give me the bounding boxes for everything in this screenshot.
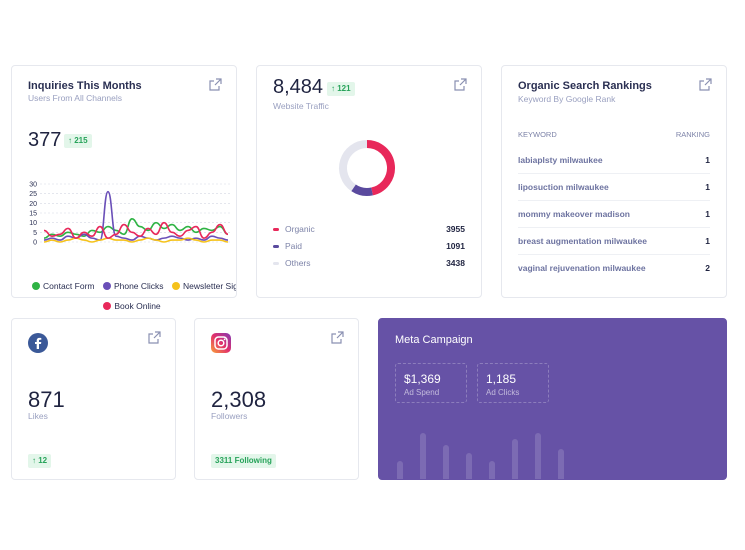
instagram-followers-label: Followers <box>211 411 248 421</box>
facebook-icon <box>28 333 48 358</box>
donut-slice-paid <box>351 184 373 196</box>
legend-contact-form[interactable]: Contact Form <box>32 281 95 291</box>
ranking-row: breast augmentation milwaukee 1 <box>518 236 710 255</box>
y-tick-label: 15 <box>29 211 37 218</box>
instagram-icon <box>211 333 231 358</box>
inquiries-card: Inquiries This Months Users From All Cha… <box>11 65 237 311</box>
traffic-row-organic: Organic 3955 <box>273 224 465 234</box>
rankings-header: KEYWORD RANKING <box>518 130 710 139</box>
external-link-icon[interactable] <box>453 78 467 92</box>
inquiries-legend: Contact Form Phone Clicks Newsletter Sig… <box>32 277 236 315</box>
y-tick-label: 25 <box>29 191 37 198</box>
external-link-icon[interactable] <box>147 331 161 345</box>
rankings-subtitle: Keyword By Google Rank <box>518 94 616 104</box>
external-link-icon[interactable] <box>330 331 344 345</box>
y-tick-label: 30 <box>29 182 37 189</box>
series-line-contact-form <box>43 217 229 239</box>
y-tick-label: 10 <box>29 220 37 227</box>
y-tick-label: 5 <box>33 230 37 237</box>
legend-newsletter[interactable]: Newsletter Signups <box>172 281 236 291</box>
inquiries-subtitle: Users From All Channels <box>28 93 123 103</box>
ranking-row: liposuction milwaukee 1 <box>518 182 710 201</box>
inquiries-line-chart: 30 25 20 15 10 5 0 <box>29 182 232 247</box>
traffic-subtitle: Website Traffic <box>273 101 329 111</box>
facebook-likes-label: Likes <box>28 411 48 421</box>
meta-bar <box>397 461 403 479</box>
y-tick-label: 0 <box>33 240 37 247</box>
legend-phone-clicks[interactable]: Phone Clicks <box>102 281 164 291</box>
meta-bar <box>489 461 495 479</box>
ranking-row: labiaplsty milwaukee 1 <box>518 155 710 174</box>
meta-bar <box>558 449 564 479</box>
y-tick-label: 20 <box>29 201 37 208</box>
meta-bar <box>535 433 541 479</box>
meta-bar <box>443 445 449 479</box>
traffic-row-paid: Paid 1091 <box>273 241 465 251</box>
facebook-change-badge: ↑ 12 <box>28 454 52 468</box>
meta-bar <box>420 433 426 479</box>
meta-bar <box>466 453 472 479</box>
meta-ad-clicks: 1,185 Ad Clicks <box>477 363 549 403</box>
inquiries-title: Inquiries This Months <box>28 80 142 92</box>
external-link-icon[interactable] <box>698 78 712 92</box>
external-link-icon[interactable] <box>208 78 222 92</box>
traffic-row-others: Others 3438 <box>273 258 465 268</box>
meta-ad-spend: $1,369 Ad Spend <box>395 363 467 403</box>
meta-bar <box>512 439 518 479</box>
instagram-card: 2,308 Followers 3311 Following <box>194 318 359 480</box>
instagram-following-badge: 3311 Following <box>211 454 276 468</box>
series-line-book-online <box>43 221 229 239</box>
rankings-card: Organic Search Rankings Keyword By Googl… <box>501 65 727 298</box>
inquiries-change-badge: ↑ 215 <box>64 134 92 148</box>
ranking-row: vaginal rejuvenation milwaukee 2 <box>518 263 710 273</box>
meta-title: Meta Campaign <box>395 334 473 346</box>
meta-campaign-card: Meta Campaign $1,369 Ad Spend 1,185 Ad C… <box>378 318 727 480</box>
legend-book-online[interactable]: Book Online <box>103 301 161 311</box>
donut-slice-organic <box>366 140 395 196</box>
ranking-row: mommy makeover madison 1 <box>518 209 710 228</box>
instagram-followers-value: 2,308 <box>211 387 267 412</box>
traffic-change-badge: ↑ 121 <box>327 82 355 96</box>
facebook-likes-value: 871 <box>28 387 65 412</box>
donut-slice-others <box>339 140 368 192</box>
meta-bar-chart <box>397 419 577 479</box>
traffic-card: 8,484 ↑ 121 Website Traffic Organic 3955 … <box>256 65 482 298</box>
inquiries-value: 377 <box>28 129 62 151</box>
traffic-donut-chart <box>339 140 395 196</box>
facebook-card: 871 Likes ↑ 12 <box>11 318 176 480</box>
rankings-title: Organic Search Rankings <box>518 80 652 92</box>
traffic-value: 8,484 <box>273 76 324 98</box>
